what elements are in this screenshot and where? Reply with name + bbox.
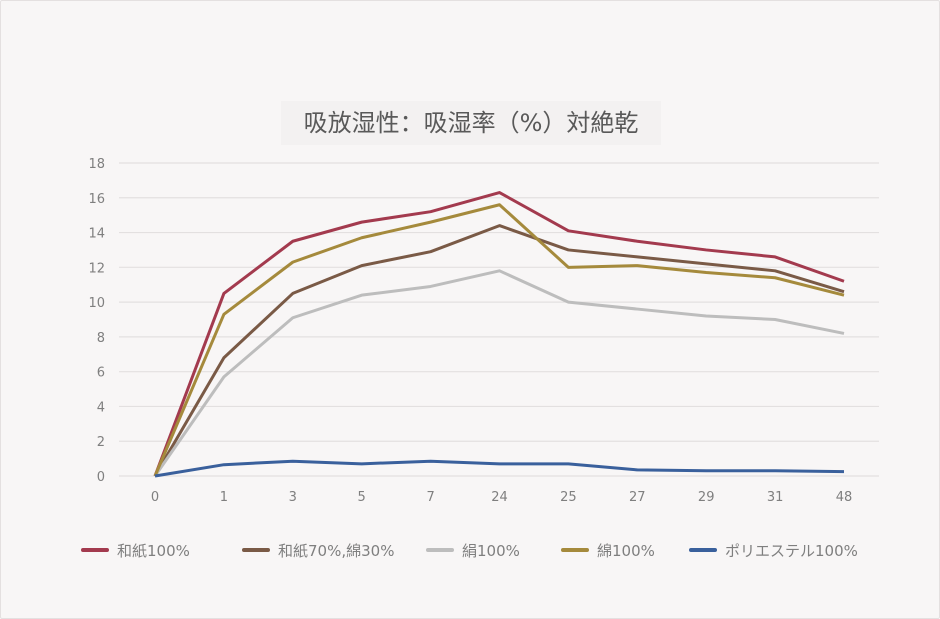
chart-title: 吸放湿性：吸湿率（%）対絶乾 (281, 101, 661, 145)
series-line-4 (154, 459, 845, 478)
legend-swatch (426, 548, 454, 552)
y-tick-label: 6 (97, 366, 105, 381)
x-tick-label: 5 (358, 490, 366, 505)
y-tick-label: 2 (97, 435, 105, 450)
x-tick-label: 27 (629, 490, 646, 505)
legend-swatch (561, 548, 589, 552)
legend-label: 和紙70%,綿30% (278, 541, 395, 560)
y-tick-label: 12 (88, 261, 105, 276)
x-tick-label: 1 (220, 490, 228, 505)
x-tick-label: 3 (289, 490, 297, 505)
legend-label: 綿100% (597, 541, 655, 560)
x-tick-label: 48 (836, 490, 853, 505)
x-tick-label: 0 (151, 490, 159, 505)
series-line-2 (153, 269, 845, 477)
legend-label: 和紙100% (117, 541, 190, 560)
x-tick-label: 29 (698, 490, 715, 505)
legend-swatch (689, 548, 717, 552)
y-tick-label: 4 (97, 400, 105, 415)
legend-item: ポリエステル100% (689, 538, 858, 562)
y-tick-label: 8 (97, 331, 105, 346)
x-tick-label: 31 (767, 490, 784, 505)
legend-swatch (242, 548, 270, 552)
legend-item: 和紙100% (81, 538, 190, 562)
x-tick-label: 24 (491, 490, 508, 505)
y-tick-label: 14 (88, 227, 105, 242)
y-tick-label: 0 (97, 470, 105, 485)
legend-item: 和紙70%,綿30% (242, 538, 394, 562)
y-tick-label: 10 (88, 296, 105, 311)
legend-label: ポリエステル100% (725, 541, 858, 560)
legend-item: 綿100% (561, 538, 655, 562)
legend-item: 絹100% (426, 538, 520, 562)
series-line-0 (153, 191, 845, 477)
x-tick-label: 25 (560, 490, 577, 505)
series-line-3 (153, 203, 845, 477)
legend-label: 絹100% (462, 541, 520, 560)
legend-swatch (81, 548, 109, 552)
x-tick-label: 7 (426, 490, 434, 505)
y-tick-label: 18 (88, 157, 105, 172)
y-tick-label: 16 (88, 192, 105, 207)
series-line-1 (153, 224, 845, 477)
